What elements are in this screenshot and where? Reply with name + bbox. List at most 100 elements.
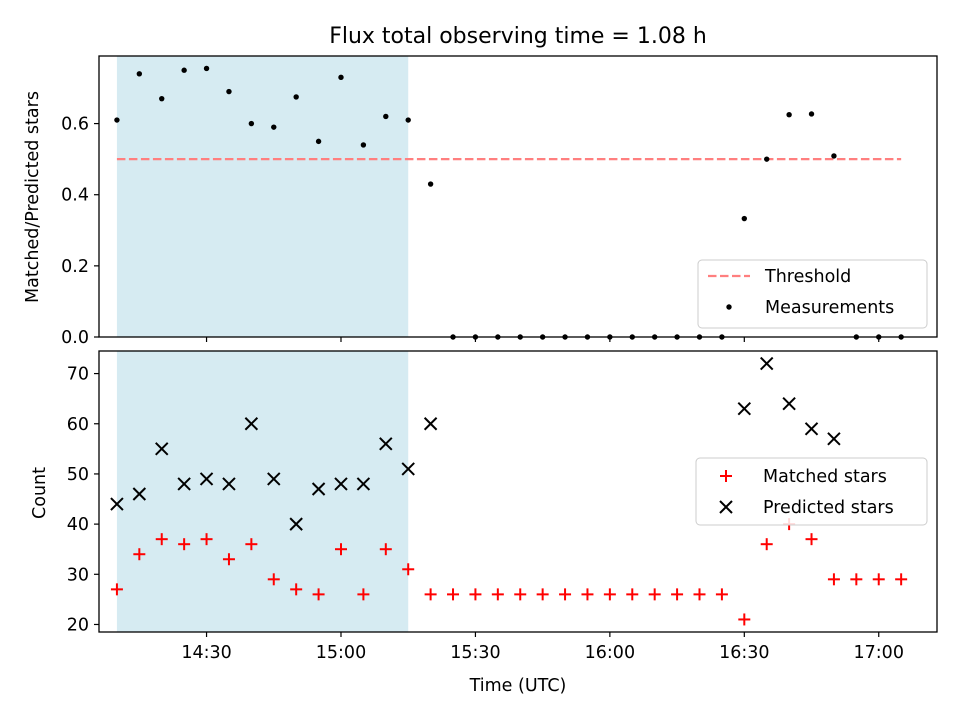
y-tick-label: 0.0 — [61, 328, 89, 348]
top-panel: 0.0 0.2 0.4 0.6 Matched/Predicted stars Thr… — [23, 55, 938, 348]
matched-star-point — [805, 533, 818, 546]
legend-threshold-label: Threshold — [764, 267, 851, 287]
matched-star-point — [536, 588, 549, 601]
measurement-point — [136, 71, 143, 77]
measurement-point — [808, 111, 815, 117]
matched-star-point — [648, 588, 661, 601]
predicted-star-point — [110, 497, 124, 511]
bottom-panel: 20 30 40 50 60 70 14:30 15:00 15:30 16:00 16:30 17… — [30, 350, 938, 696]
top-legend: Threshold Measurements — [697, 259, 928, 329]
matched-star-point — [245, 538, 258, 551]
measurement-point — [405, 117, 411, 123]
x-tick-label: 16:00 — [585, 643, 635, 663]
measurement-point — [338, 74, 344, 81]
x-tick-label: 17:00 — [854, 643, 904, 663]
x-tick-label: 15:00 — [316, 643, 366, 663]
predicted-star-point — [244, 417, 259, 431]
predicted-star-point — [423, 417, 438, 431]
y-tick-label: 0.6 — [61, 115, 89, 135]
matched-star-point — [738, 613, 751, 626]
y-tick-label: 20 — [67, 615, 89, 635]
matched-star-point — [895, 573, 908, 586]
measurement-point — [831, 153, 837, 159]
x-axis-label: Time (UTC) — [469, 676, 567, 696]
y-tick-label: 40 — [67, 515, 89, 535]
matched-star-point — [334, 543, 347, 556]
y-tick-label: 30 — [67, 565, 89, 585]
matched-star-point — [491, 588, 504, 601]
matched-star-point — [200, 533, 213, 546]
y-tick-label: 70 — [67, 365, 89, 385]
predicted-star-point — [132, 487, 147, 501]
measurement-point — [203, 65, 210, 72]
observing-span-bottom — [116, 351, 409, 632]
measurement-point — [764, 156, 770, 162]
measurement-point — [226, 88, 232, 95]
matched-star-point — [693, 588, 706, 601]
legend-predicted-label: Predicted stars — [763, 498, 894, 518]
chart-title: Flux total observing time = 1.08 h — [329, 24, 707, 49]
matched-star-point — [626, 588, 639, 601]
predicted-star-point — [177, 477, 191, 491]
measurement-point — [293, 94, 299, 100]
matched-star-point — [671, 588, 684, 601]
matched-star-point — [290, 583, 303, 596]
matched-star-point — [133, 548, 146, 561]
matched-star-point — [469, 588, 482, 601]
measurement-point — [315, 138, 322, 145]
predicted-star-point — [379, 437, 393, 451]
legend-matched-label: Matched stars — [763, 467, 887, 487]
matched-star-point — [178, 538, 191, 551]
bottom-y-axis-label: Count — [30, 467, 50, 519]
predicted-star-point — [782, 396, 796, 411]
matched-star-point — [447, 588, 460, 601]
matched-star-point — [715, 588, 728, 601]
predicted-star-point — [827, 432, 841, 446]
predicted-star-point — [334, 477, 348, 491]
measurement-point — [786, 111, 792, 118]
matched-star-point — [603, 588, 616, 601]
x-tick-label: 16:30 — [719, 643, 769, 663]
top-plot-frame — [98, 55, 938, 338]
matched-star-point — [155, 533, 168, 546]
top-legend-box — [697, 259, 928, 329]
legend-measurements-label: Measurements — [765, 298, 894, 318]
matched-star-point — [872, 573, 885, 586]
predicted-star-point — [804, 422, 819, 436]
matched-star-point — [312, 588, 325, 601]
x-tick-label: 15:30 — [450, 643, 500, 663]
bottom-plot-frame — [98, 350, 938, 633]
predicted-star-point — [289, 517, 303, 531]
predicted-star-point — [356, 477, 371, 491]
bottom-legend-box — [695, 457, 928, 526]
y-tick-label: 0.4 — [61, 186, 89, 206]
measurement-point — [248, 120, 255, 127]
predicted-star-point — [737, 401, 752, 416]
predicted-star-point — [199, 472, 214, 486]
measurement-point — [427, 181, 434, 187]
measurement-point — [114, 117, 120, 123]
matched-star-point — [424, 588, 437, 601]
matched-star-point — [357, 588, 370, 601]
matched-star-point — [559, 588, 572, 601]
predicted-star-point — [760, 356, 774, 371]
legend-predicted-swatch — [719, 500, 733, 514]
predicted-star-point — [401, 462, 415, 476]
matched-star-point — [850, 573, 863, 586]
y-tick-label: 60 — [67, 415, 89, 435]
predicted-star-point — [311, 482, 326, 496]
measurement-point — [360, 142, 367, 148]
matched-star-point — [581, 588, 594, 601]
legend-measurements-swatch — [726, 304, 732, 310]
x-tick-label: 14:30 — [181, 643, 231, 663]
measurement-point — [741, 215, 748, 222]
measurement-point — [181, 67, 187, 73]
predicted-star-point — [222, 477, 236, 491]
matched-star-point — [267, 573, 280, 586]
matched-star-point — [222, 553, 235, 566]
bottom-legend: Matched stars Predicted stars — [695, 457, 928, 526]
measurement-point — [271, 124, 277, 130]
matched-star-point — [760, 538, 773, 551]
observing-span-top — [116, 56, 409, 337]
